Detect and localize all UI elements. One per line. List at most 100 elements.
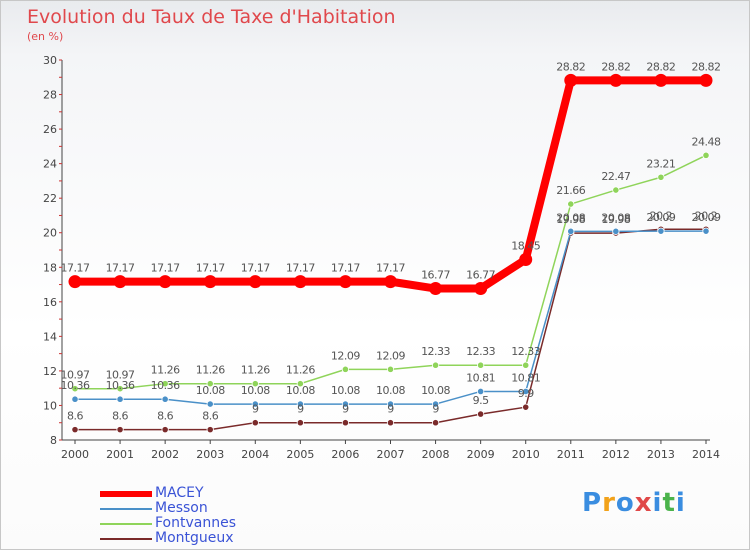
data-label-montgueux: 8.6 (202, 410, 218, 423)
data-point-fontvannes (431, 361, 440, 369)
data-point-fontvannes (296, 380, 304, 388)
x-tick-label: 2006 (331, 448, 359, 461)
series-line-messon (74, 230, 707, 405)
data-point-fontvannes (341, 365, 350, 373)
data-label-fontvannes: 23.21 (646, 157, 675, 170)
data-label-macey: 17.17 (241, 262, 270, 275)
y-tick-label: 30 (43, 54, 57, 67)
x-tick-label: 2007 (377, 448, 405, 461)
data-label-messon: 10.36 (61, 379, 90, 392)
data-point-macey (609, 73, 623, 87)
data-label-montgueux: 19.98 (601, 213, 630, 226)
data-label-messon: 10.81 (511, 371, 540, 384)
data-label-macey: 28.82 (692, 60, 721, 73)
x-tick-label: 2011 (557, 448, 585, 461)
data-point-macey (384, 275, 397, 289)
legend-label-fontvannes: Fontvannes (155, 515, 236, 531)
data-point-montgueux (251, 419, 259, 427)
data-label-messon: 10.08 (196, 384, 225, 397)
x-tick-label: 2012 (602, 448, 630, 461)
legend-swatch-messon (100, 508, 152, 510)
data-label-montgueux: 8.6 (112, 410, 128, 423)
x-tick-label: 2001 (106, 448, 134, 461)
data-label-montgueux: 20.2 (695, 209, 718, 222)
data-label-macey: 16.77 (421, 269, 450, 282)
x-tick-label: 2003 (196, 448, 224, 461)
data-point-messon (522, 387, 530, 396)
data-label-montgueux: 9.5 (473, 394, 489, 407)
data-label-fontvannes: 11.26 (151, 364, 180, 377)
data-point-messon (612, 227, 620, 235)
data-point-macey (203, 275, 217, 289)
data-label-fontvannes: 12.09 (376, 349, 405, 362)
data-label-messon: 20.08 (556, 211, 585, 224)
data-point-macey (248, 275, 262, 289)
data-point-messon (341, 400, 350, 408)
data-point-montgueux (341, 419, 350, 427)
data-label-macey: 17.17 (196, 262, 225, 275)
data-point-messon (206, 400, 214, 408)
data-label-macey: 28.82 (556, 60, 585, 73)
data-label-macey: 18.45 (511, 240, 540, 253)
data-label-montgueux: 20.2 (650, 209, 673, 222)
y-tick-label: 26 (43, 123, 57, 136)
data-point-fontvannes (522, 361, 530, 369)
data-label-montgueux: 8.6 (157, 410, 173, 423)
data-label-messon: 10.08 (331, 384, 360, 397)
data-point-messon (567, 227, 575, 235)
data-point-messon (116, 395, 124, 403)
data-point-macey (429, 282, 443, 296)
data-label-fontvannes: 11.26 (286, 364, 315, 377)
data-point-montgueux (116, 426, 124, 434)
data-point-messon (296, 400, 304, 408)
data-label-montgueux: 9 (387, 403, 394, 416)
data-label-messon: 10.08 (241, 384, 270, 397)
data-label-fontvannes: 21.66 (556, 184, 585, 197)
y-tick-label: 28 (43, 89, 57, 102)
data-label-messon: 20.08 (601, 211, 630, 224)
x-tick-label: 2008 (422, 448, 450, 461)
data-label-messon: 10.08 (421, 384, 450, 397)
x-tick-label: 2010 (512, 448, 540, 461)
data-label-macey: 17.17 (286, 262, 315, 275)
data-point-fontvannes (477, 361, 485, 369)
y-tick-label: 8 (50, 434, 57, 447)
data-point-macey (564, 73, 578, 87)
data-label-montgueux: 8.6 (67, 410, 83, 423)
data-point-messon (71, 395, 79, 403)
data-point-montgueux (386, 419, 395, 427)
data-point-macey (474, 282, 488, 296)
data-point-messon (477, 387, 485, 396)
data-label-fontvannes: 12.33 (421, 345, 450, 358)
data-point-messon (657, 227, 665, 235)
data-point-macey (519, 253, 533, 266)
data-label-montgueux: 9 (432, 403, 439, 416)
x-tick-label: 2005 (286, 448, 314, 461)
data-point-macey (654, 73, 668, 87)
data-point-montgueux (431, 419, 440, 427)
data-point-macey (68, 275, 82, 289)
data-point-fontvannes (702, 151, 710, 159)
proxiti-logo: Proxiti (582, 488, 686, 518)
data-point-montgueux (522, 403, 530, 411)
data-point-messon (161, 395, 169, 403)
x-tick-label: 2014 (692, 448, 720, 461)
data-label-macey: 28.82 (601, 60, 630, 73)
data-label-montgueux: 19.98 (556, 213, 585, 226)
series-line-macey (71, 76, 710, 293)
data-point-montgueux (296, 419, 304, 427)
data-point-fontvannes (612, 186, 620, 194)
x-tick-label: 2002 (151, 448, 179, 461)
data-point-fontvannes (206, 380, 214, 388)
data-point-montgueux (71, 426, 79, 434)
data-label-macey: 17.17 (376, 262, 405, 275)
data-point-macey (338, 275, 352, 289)
data-label-messon: 10.36 (151, 379, 180, 392)
data-label-messon: 10.08 (286, 384, 315, 397)
y-tick-label: 16 (43, 296, 57, 309)
data-label-macey: 28.82 (646, 60, 675, 73)
legend-swatch-fontvannes (100, 523, 152, 525)
data-label-fontvannes: 12.33 (466, 345, 495, 358)
data-point-messon (251, 400, 259, 408)
data-point-macey (113, 275, 127, 289)
